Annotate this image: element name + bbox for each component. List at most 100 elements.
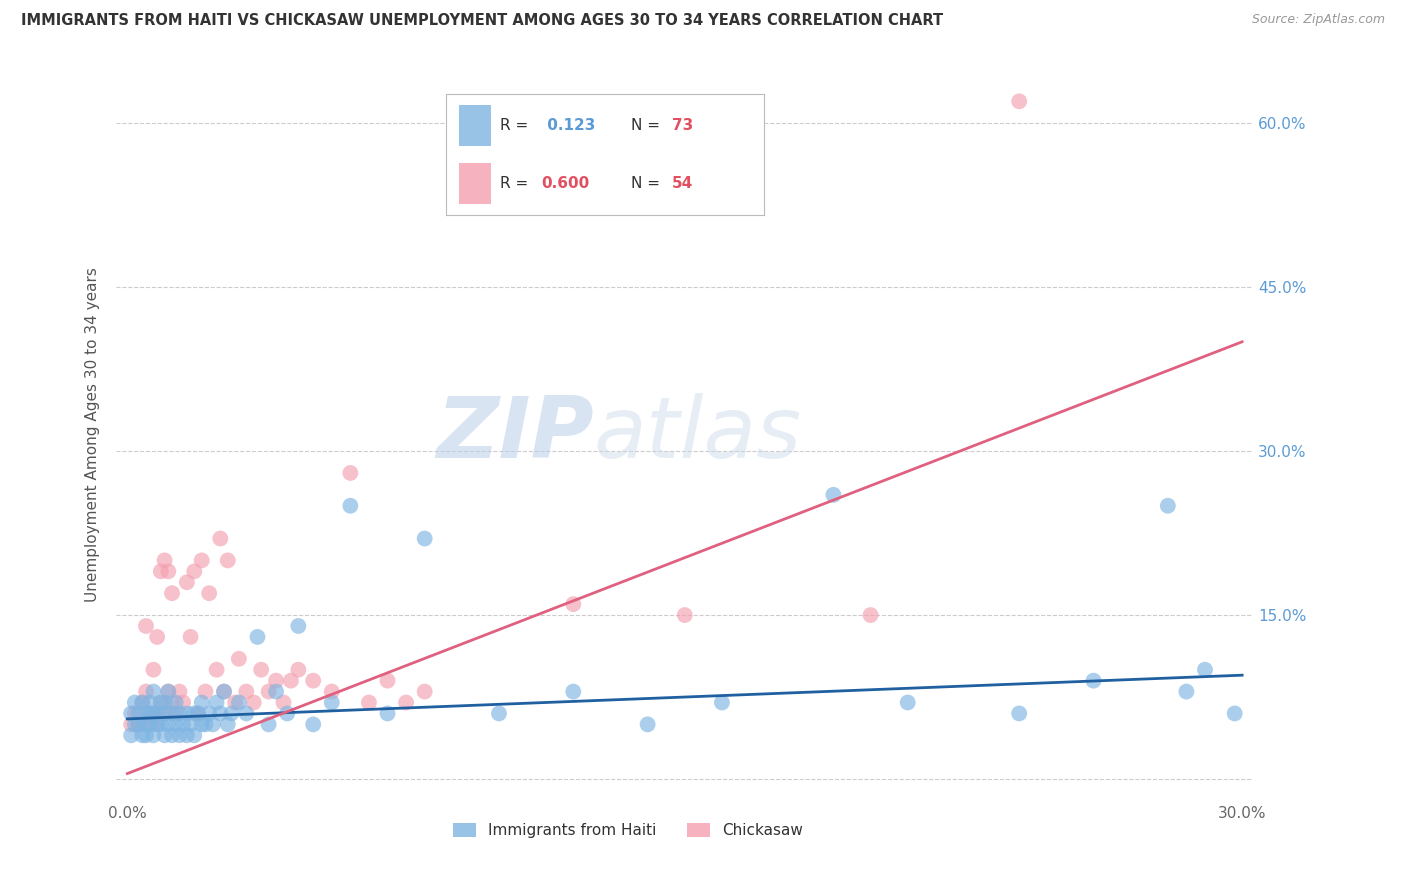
Point xyxy=(120,717,142,731)
Point xyxy=(673,608,696,623)
Point xyxy=(264,673,287,688)
Point xyxy=(157,565,180,579)
Point xyxy=(165,696,187,710)
Point xyxy=(1194,663,1216,677)
Point xyxy=(637,717,659,731)
Point xyxy=(194,717,217,731)
Point xyxy=(120,728,142,742)
Point xyxy=(205,663,228,677)
Point xyxy=(217,553,239,567)
Point xyxy=(377,673,399,688)
Point xyxy=(1157,499,1180,513)
Legend: Immigrants from Haiti, Chickasaw: Immigrants from Haiti, Chickasaw xyxy=(447,817,808,845)
Point xyxy=(187,706,209,721)
Point xyxy=(562,597,585,611)
Point xyxy=(246,630,269,644)
Point xyxy=(217,717,239,731)
Point xyxy=(128,706,150,721)
Point xyxy=(1083,673,1105,688)
Point xyxy=(264,684,287,698)
Point xyxy=(897,696,920,710)
Point xyxy=(302,717,325,731)
Point xyxy=(153,706,176,721)
Point xyxy=(488,706,510,721)
Point xyxy=(190,717,212,731)
Point xyxy=(235,684,257,698)
Point xyxy=(190,553,212,567)
Text: atlas: atlas xyxy=(593,393,801,476)
Point xyxy=(153,553,176,567)
Point xyxy=(165,706,187,721)
Point xyxy=(224,696,246,710)
Point xyxy=(131,696,153,710)
Point xyxy=(339,499,361,513)
Point xyxy=(194,684,217,698)
Point xyxy=(135,717,157,731)
Point xyxy=(138,696,160,710)
Point xyxy=(149,696,172,710)
Point xyxy=(124,706,146,721)
Point xyxy=(1008,95,1031,109)
Point xyxy=(160,586,183,600)
Point xyxy=(153,728,176,742)
Point xyxy=(413,684,436,698)
Text: Source: ZipAtlas.com: Source: ZipAtlas.com xyxy=(1251,13,1385,27)
Point xyxy=(228,652,250,666)
Point xyxy=(149,565,172,579)
Point xyxy=(710,696,733,710)
Point xyxy=(157,684,180,698)
Point xyxy=(157,717,180,731)
Point xyxy=(176,706,198,721)
Y-axis label: Unemployment Among Ages 30 to 34 years: Unemployment Among Ages 30 to 34 years xyxy=(86,268,100,602)
Point xyxy=(142,717,165,731)
Point xyxy=(135,619,157,633)
Point xyxy=(413,532,436,546)
Point xyxy=(198,706,221,721)
Point xyxy=(859,608,882,623)
Point xyxy=(138,706,160,721)
Point xyxy=(1175,684,1198,698)
Point xyxy=(160,706,183,721)
Point xyxy=(172,696,194,710)
Point xyxy=(153,706,176,721)
Point xyxy=(209,532,232,546)
Point xyxy=(160,728,183,742)
Point xyxy=(1223,706,1246,721)
Point xyxy=(273,696,295,710)
Point xyxy=(201,717,224,731)
Point xyxy=(228,696,250,710)
Point xyxy=(180,717,202,731)
Text: ZIP: ZIP xyxy=(436,393,593,476)
Point xyxy=(221,706,243,721)
Point xyxy=(138,706,160,721)
Point xyxy=(169,684,191,698)
Point xyxy=(149,696,172,710)
Point xyxy=(357,696,380,710)
Point xyxy=(823,488,845,502)
Point xyxy=(128,717,150,731)
Point xyxy=(135,728,157,742)
Point xyxy=(149,717,172,731)
Point xyxy=(339,466,361,480)
Point xyxy=(257,717,280,731)
Point xyxy=(235,706,257,721)
Point xyxy=(287,663,309,677)
Point xyxy=(131,728,153,742)
Point xyxy=(176,575,198,590)
Point xyxy=(287,619,309,633)
Point xyxy=(242,696,264,710)
Point xyxy=(209,706,232,721)
Point xyxy=(142,663,165,677)
Point xyxy=(276,706,298,721)
Point xyxy=(562,684,585,698)
Point xyxy=(157,684,180,698)
Point xyxy=(128,717,150,731)
Point xyxy=(124,717,146,731)
Point xyxy=(321,696,343,710)
Text: IMMIGRANTS FROM HAITI VS CHICKASAW UNEMPLOYMENT AMONG AGES 30 TO 34 YEARS CORREL: IMMIGRANTS FROM HAITI VS CHICKASAW UNEMP… xyxy=(21,13,943,29)
Point xyxy=(180,630,202,644)
Point xyxy=(302,673,325,688)
Point xyxy=(321,684,343,698)
Point xyxy=(280,673,302,688)
Point xyxy=(190,696,212,710)
